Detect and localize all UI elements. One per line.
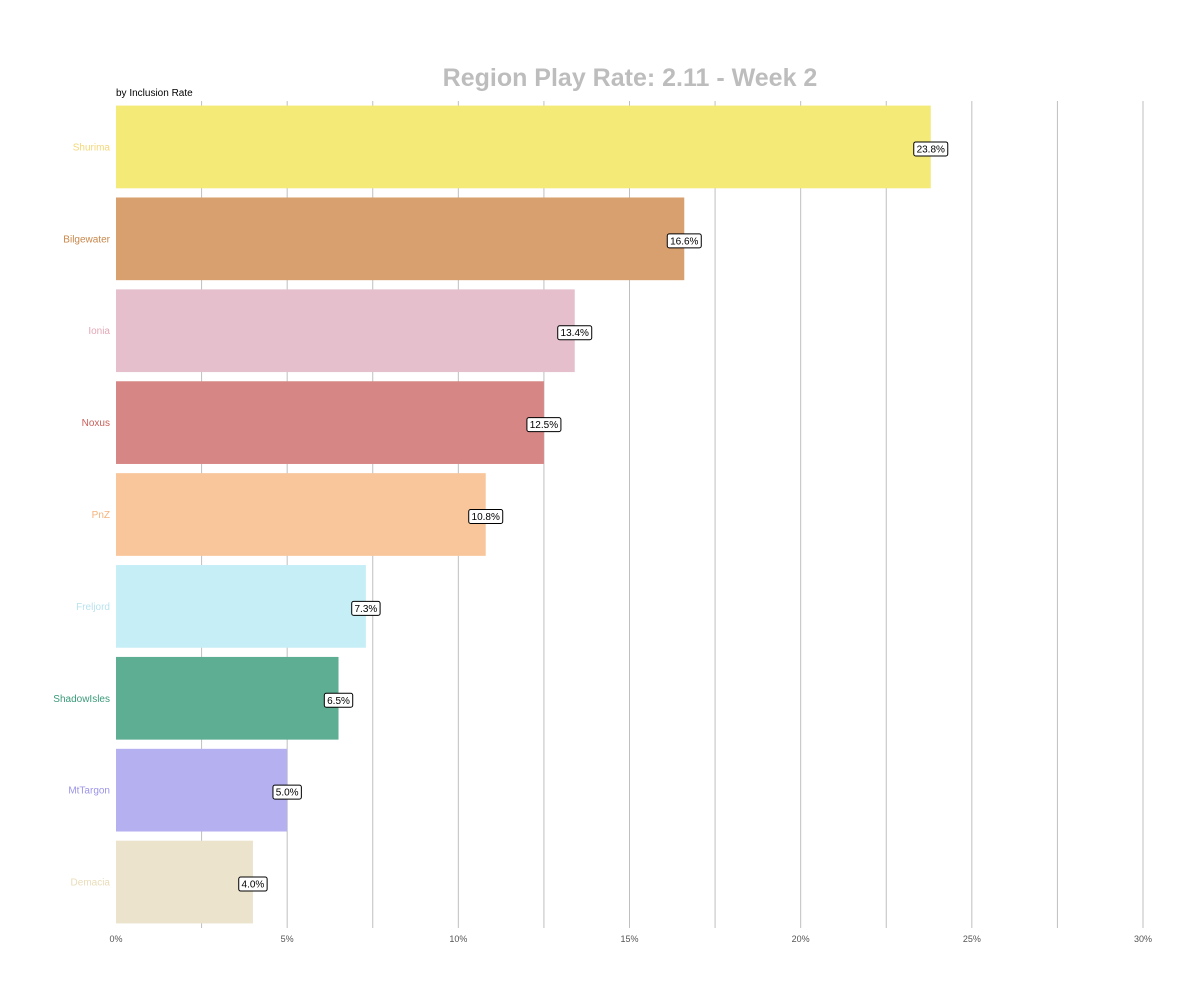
data-label: 5.0% — [272, 784, 302, 800]
data-label: 12.5% — [526, 417, 562, 433]
chart-title: Region Play Rate: 2.11 - Week 2 — [443, 64, 818, 92]
data-label-text: 13.4% — [561, 328, 589, 339]
data-label-box — [557, 325, 593, 341]
category-label: Demacia — [71, 878, 111, 889]
category-label: Freljord — [76, 602, 110, 613]
data-label-box — [323, 692, 354, 708]
x-axis-ticks: 0% 5% 10% 15% 20% 25% 30% — [109, 934, 1152, 944]
chart-subtitle: by Inclusion Rate — [116, 88, 193, 99]
category-label: ShadowIsles — [53, 694, 110, 705]
bar-pnz — [116, 473, 486, 556]
bar-shurima — [116, 105, 931, 189]
data-label: 23.8% — [913, 141, 949, 157]
x-tick-label: 0% — [109, 934, 122, 944]
category-label: MtTargon — [68, 786, 110, 797]
data-label-text: 23.8% — [917, 144, 945, 155]
bar-demacia — [116, 840, 253, 924]
data-label-box — [666, 233, 702, 249]
bar-mttargon — [116, 748, 288, 832]
data-label-text: 4.0% — [242, 880, 265, 891]
bar-shadowisles — [116, 656, 339, 740]
bar-bilgewater — [116, 197, 685, 281]
x-tick-label: 15% — [620, 934, 638, 944]
category-label: Noxus — [82, 418, 110, 429]
data-label: 16.6% — [666, 233, 702, 249]
data-label: 10.8% — [468, 509, 504, 524]
data-label: 4.0% — [238, 876, 268, 892]
bar-freljord — [116, 565, 366, 648]
x-tick-label: 25% — [963, 934, 981, 944]
x-tick-label: 5% — [281, 934, 294, 944]
data-label: 7.3% — [351, 600, 381, 616]
data-labels: 23.8% 16.6% 13.4% 12.5% 10.8% 7.3% 6.5% 5.0% 4.0… — [238, 141, 949, 892]
data-label-text: 10.8% — [472, 512, 500, 523]
data-label-box — [351, 600, 381, 616]
category-label: Shurima — [73, 142, 111, 153]
data-label-box — [913, 141, 949, 157]
data-label-box — [272, 784, 302, 800]
data-label-text: 16.6% — [670, 236, 698, 247]
data-label-text: 6.5% — [327, 696, 350, 707]
category-label: PnZ — [92, 510, 110, 521]
data-label-box — [238, 876, 268, 892]
category-labels: Shurima Bilgewater Ionia Noxus PnZ Freljord Sh… — [53, 142, 110, 888]
bar-noxus — [116, 381, 544, 464]
bar-ionia — [116, 289, 575, 373]
data-label-box — [468, 509, 504, 524]
category-label: Ionia — [88, 326, 110, 337]
data-label-text: 12.5% — [530, 420, 558, 431]
data-label-text: 7.3% — [355, 604, 378, 615]
data-label-box — [526, 417, 562, 433]
x-tick-label: 30% — [1134, 934, 1152, 944]
category-label: Bilgewater — [63, 234, 110, 245]
x-tick-label: 10% — [449, 934, 467, 944]
data-label: 13.4% — [557, 325, 593, 341]
bars — [116, 105, 931, 924]
data-label-text: 5.0% — [276, 788, 299, 799]
x-tick-label: 20% — [792, 934, 810, 944]
data-label: 6.5% — [323, 692, 354, 708]
